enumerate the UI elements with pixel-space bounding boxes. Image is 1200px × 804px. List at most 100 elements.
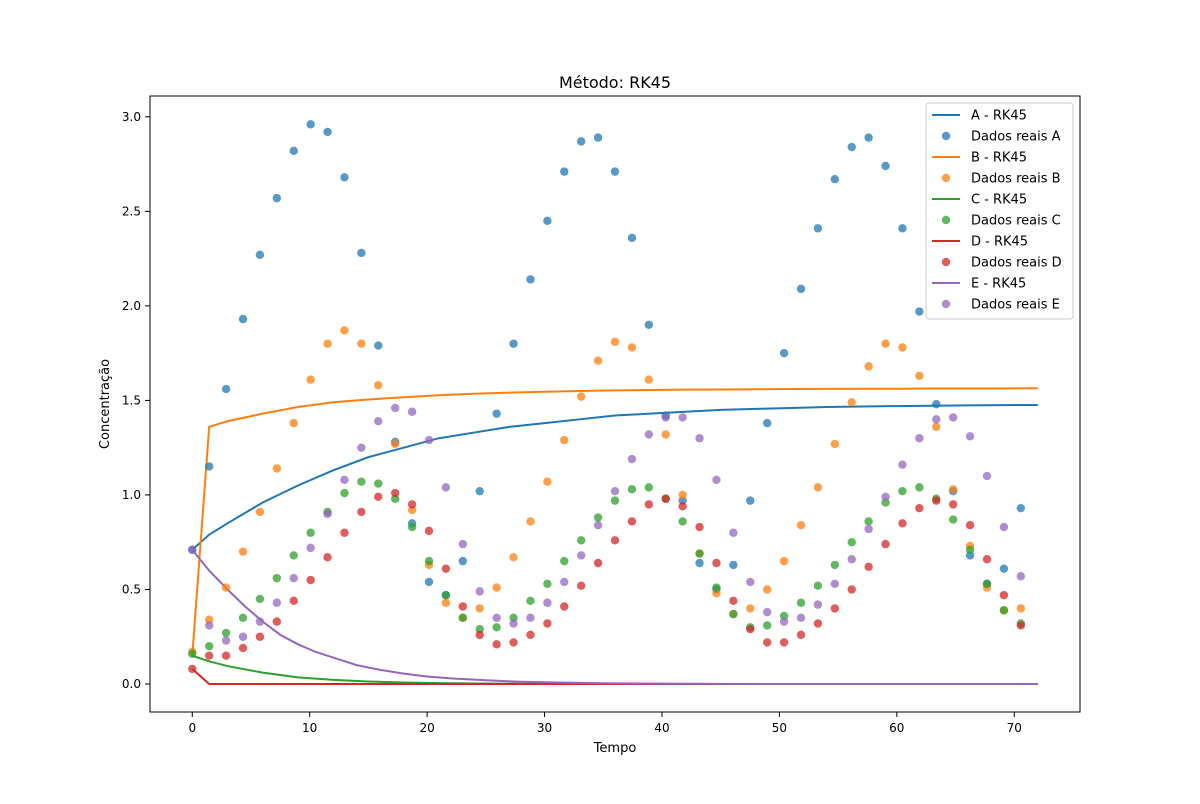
y-tick-label: 0.0 — [122, 677, 141, 691]
scatter-point — [289, 596, 298, 606]
scatter-point — [999, 590, 1009, 600]
scatter-point — [746, 604, 755, 613]
scatter-point — [357, 248, 366, 258]
scatter-point — [543, 619, 552, 628]
scatter-point — [898, 343, 907, 352]
line-series-a — [191, 403, 1038, 551]
scatter-point — [830, 579, 840, 589]
scatter-point — [255, 632, 265, 641]
legend-label: Dados reais C — [971, 214, 1061, 229]
scatter-point — [796, 630, 806, 640]
scatter-point — [560, 435, 569, 445]
scatter-point — [644, 375, 654, 384]
scatter-point — [762, 607, 772, 617]
scatter-point — [881, 339, 890, 348]
scatter-point — [255, 594, 265, 604]
scatter-point — [813, 581, 823, 590]
scatter-point — [729, 596, 738, 606]
legend-marker-swatch — [941, 173, 951, 183]
scatter-point — [374, 479, 383, 488]
scatter-point — [1016, 503, 1026, 513]
scatter-point — [661, 413, 670, 422]
scatter-point — [610, 167, 620, 176]
legend-marker-swatch — [941, 131, 951, 141]
y-tick-label: 2.5 — [122, 204, 141, 218]
scatter-point — [221, 628, 231, 638]
series-layer — [188, 120, 1038, 686]
legend-label: Dados reais D — [971, 256, 1062, 271]
scatter-point — [779, 617, 789, 626]
scatter-point — [965, 521, 975, 530]
scatter-point — [762, 638, 772, 647]
scatter-point — [340, 326, 349, 335]
x-tick-label: 10 — [302, 721, 317, 735]
legend-label: B - RK45 — [971, 151, 1027, 166]
scatter-point — [695, 434, 704, 443]
scatter-point — [289, 573, 298, 583]
scatter-point — [847, 585, 856, 594]
scatter-point — [678, 517, 687, 526]
scatter-point — [898, 486, 907, 496]
scatter-point — [678, 502, 687, 511]
scatter-point — [948, 413, 958, 422]
scatter-point — [543, 598, 552, 607]
scatter-point — [729, 560, 738, 570]
scatter-point — [779, 348, 789, 358]
legend-label: D - RK45 — [971, 235, 1028, 250]
scatter-point — [357, 477, 366, 486]
scatter-point — [898, 519, 907, 528]
scatter-point — [289, 551, 298, 560]
scatter-point — [340, 475, 349, 485]
scatter-point — [255, 250, 265, 260]
scatter-point — [255, 617, 265, 626]
scatter-point — [407, 522, 417, 532]
scatter-point — [999, 522, 1009, 532]
scatter-point — [695, 558, 704, 568]
scatter-point — [796, 521, 806, 530]
scatter-point — [644, 500, 654, 509]
x-tick-label: 40 — [654, 721, 669, 735]
scatter-point — [898, 460, 907, 469]
scatter-point — [881, 539, 890, 549]
scatter-point — [238, 613, 248, 623]
scatter-series-e — [188, 403, 1026, 645]
scatter-point — [999, 564, 1009, 573]
scatter-point — [762, 621, 772, 630]
scatter-point — [560, 556, 569, 566]
scatter-point — [999, 606, 1009, 615]
scatter-point — [204, 621, 214, 630]
scatter-point — [948, 515, 958, 524]
scatter-point — [813, 483, 823, 492]
scatter-point — [982, 555, 992, 564]
scatter-point — [932, 422, 941, 432]
scatter-point — [340, 173, 349, 182]
scatter-point — [526, 596, 535, 606]
scatter-point — [306, 528, 315, 537]
legend: A - RK45 Dados reais A B - RK45 Dados reais… — [925, 102, 1074, 320]
y-axis-label: Concentração — [98, 359, 113, 449]
y-tick-label: 1.5 — [122, 393, 141, 407]
x-axis-label: Tempo — [593, 741, 637, 756]
scatter-point — [965, 432, 975, 441]
scatter-point — [323, 553, 332, 562]
scatter-point — [492, 409, 501, 418]
scatter-point — [492, 583, 501, 592]
x-tick-label: 70 — [1007, 721, 1022, 735]
scatter-point — [576, 392, 586, 401]
scatter-point — [526, 275, 535, 284]
scatter-point — [509, 339, 518, 348]
scatter-point — [188, 664, 197, 674]
scatter-point — [458, 602, 468, 611]
scatter-point — [779, 638, 789, 647]
scatter-point — [526, 630, 535, 640]
x-tick-label: 30 — [537, 721, 552, 735]
scatter-point — [560, 577, 569, 587]
scatter-point — [627, 454, 637, 464]
scatter-point — [1016, 572, 1026, 581]
scatter-point — [441, 483, 451, 492]
scatter-point — [627, 233, 637, 242]
scatter-point — [932, 399, 941, 409]
scatter-point — [509, 619, 518, 628]
x-tick-label: 20 — [419, 721, 434, 735]
